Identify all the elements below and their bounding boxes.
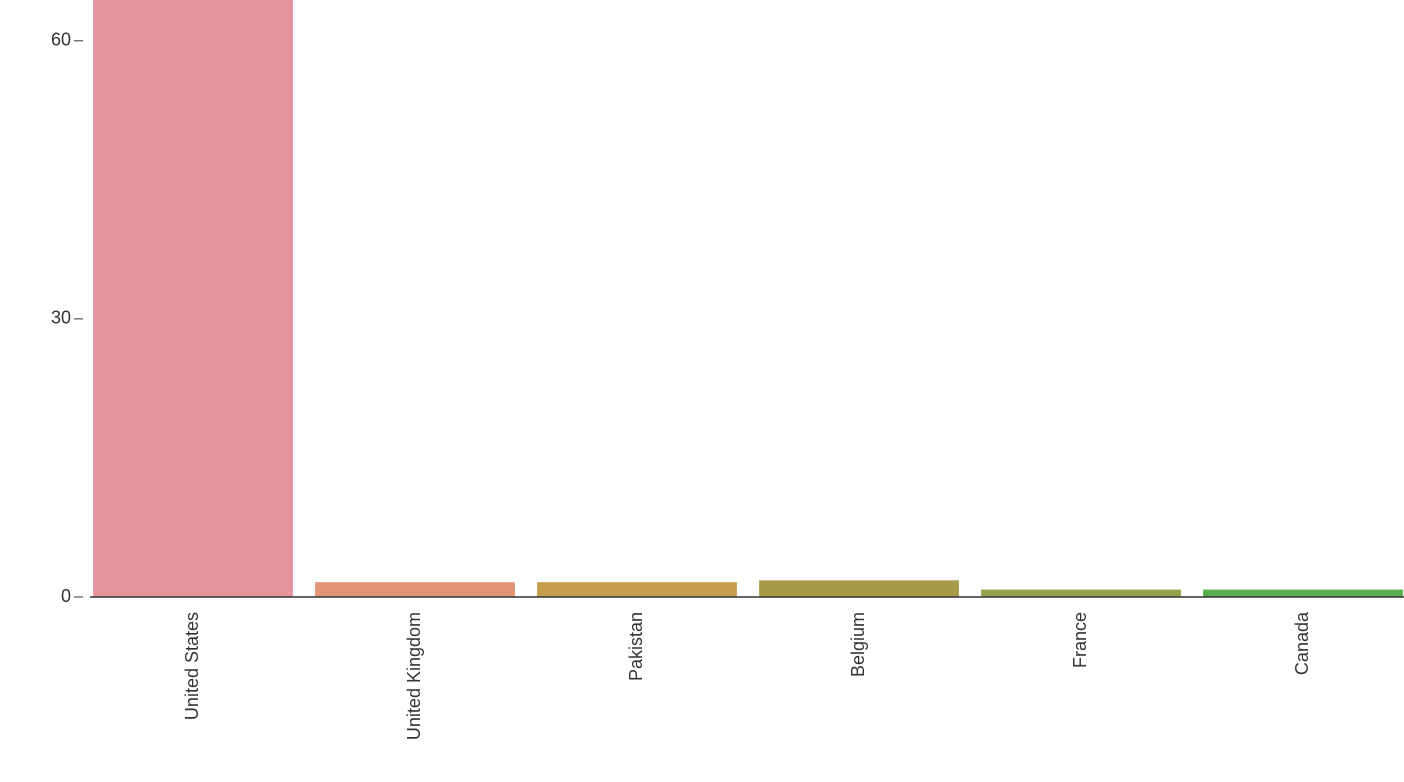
x-tick-label: Belgium xyxy=(848,612,868,677)
bar xyxy=(1203,589,1403,597)
bar xyxy=(759,580,959,597)
bar xyxy=(93,0,293,597)
y-tick-label: 30 xyxy=(51,308,71,328)
bar xyxy=(981,589,1181,597)
x-tick-label: France xyxy=(1070,612,1090,668)
x-tick-label: United Kingdom xyxy=(404,612,424,740)
y-tick-label: 0 xyxy=(61,586,71,606)
x-tick-label: United States xyxy=(182,612,202,720)
plot-area xyxy=(93,0,1403,597)
bar xyxy=(537,582,737,597)
x-tick-label: Canada xyxy=(1292,611,1312,675)
bar xyxy=(315,582,515,597)
x-tick-label: Pakistan xyxy=(626,612,646,681)
y-tick-label: 60 xyxy=(51,30,71,50)
